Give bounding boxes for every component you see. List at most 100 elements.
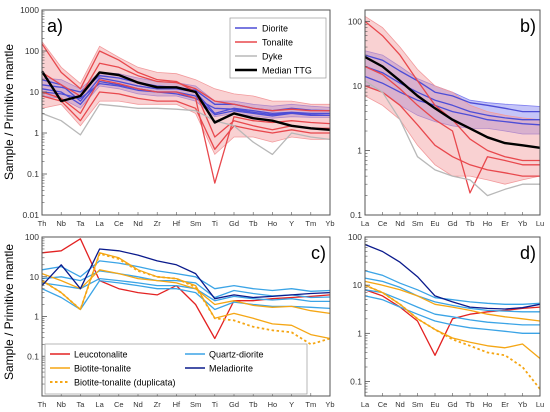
x-tick-label-c-0: Th <box>38 400 47 409</box>
x-tick-label-b-7: Ho <box>483 219 493 228</box>
panel-a: 0.01 0.1 1 10 100 1000 Th Nb Ta La Ce Nd Zr Hf Sm Ti Gd T… <box>20 5 335 228</box>
x-tick-label-d-3: Sm <box>412 400 423 409</box>
y-axis-label-top: Sample / Primitive mantle <box>2 44 16 180</box>
y-tick-label-c-0: 0.1 <box>27 351 39 361</box>
legend-c: Leucotonalite Quartz-diorite Biotite-tonal… <box>44 343 308 395</box>
series-line-d-4 <box>364 295 540 334</box>
x-tick-label-a-11: Tb <box>249 219 258 228</box>
x-tick-label-b-2: Nd <box>395 219 405 228</box>
x-tick-label-b-5: Gd <box>447 219 457 228</box>
y-tick-label-b-3: 100 <box>348 16 362 26</box>
x-tick-label-b-4: Eu <box>430 219 439 228</box>
series-line-d-1 <box>364 270 541 305</box>
series-line-b-0 <box>364 54 540 113</box>
x-tick-label-a-15: Yb <box>325 219 334 228</box>
legend-a: Diorite Tonalite Dyke Median TTG <box>229 17 327 79</box>
legend-label-a-2: Dyke <box>262 52 283 62</box>
legend-label-c-4: Biotite-tonalite (duplicata) <box>74 378 176 388</box>
x-tick-label-b-1: Ce <box>378 219 388 228</box>
series-line-b-1 <box>364 65 540 121</box>
x-tick-label-a-13: Y <box>289 219 294 228</box>
y-tick-label-c-3: 100 <box>25 232 39 242</box>
x-tick-label-d-1: Ce <box>378 400 388 409</box>
x-tick-label-d-7: Ho <box>483 400 493 409</box>
series-line-b-5 <box>364 85 540 177</box>
x-tick-label-d-4: Eu <box>430 400 439 409</box>
legend-label-a-0: Diorite <box>262 24 288 34</box>
x-tick-label-a-7: Hf <box>173 219 181 228</box>
series-line-a-7 <box>41 79 331 184</box>
x-tick-label-d-5: Gd <box>447 400 457 409</box>
x-tick-label-a-12: Ho <box>268 219 278 228</box>
plot-frame-a <box>41 9 331 216</box>
x-tick-label-d-6: Tb <box>466 400 475 409</box>
y-tick-label-b-0: 0.1 <box>350 210 362 220</box>
legend-label-c-1: Quartz-diorite <box>209 350 264 360</box>
x-tick-label-a-6: Zr <box>154 219 162 228</box>
series-line-a-5 <box>41 91 330 150</box>
y-tick-label-a-4: 100 <box>25 46 39 56</box>
x-tick-label-b-0: La <box>361 219 370 228</box>
y-tick-label-d-1: 1 <box>357 328 362 338</box>
x-tick-label-a-14: Tm <box>305 219 316 228</box>
series-line-d-7 <box>364 243 541 310</box>
panel-b: 0.1 1 10 100 La Ce Nd Sm Eu Gd Tb Ho Er Yb Lu b) <box>348 9 544 228</box>
y-tick-label-d-2: 10 <box>353 280 363 290</box>
x-tick-label-c-11: Tb <box>249 400 258 409</box>
legend-label-c-2: Biotite-tonalite <box>74 364 131 374</box>
y-tick-label-d-3: 100 <box>348 232 362 242</box>
x-tick-label-c-5: Nd <box>133 400 143 409</box>
median-ttg-line-b <box>364 55 541 149</box>
series-line-d-0 <box>364 289 541 356</box>
x-tick-label-a-4: Ce <box>114 219 124 228</box>
x-tick-label-c-6: Zr <box>154 400 162 409</box>
x-tick-label-b-6: Tb <box>466 219 475 228</box>
x-tick-label-a-5: Nd <box>133 219 143 228</box>
x-tick-label-c-9: Ti <box>212 400 218 409</box>
y-tick-label-c-2: 10 <box>30 272 40 282</box>
series-line-d-6 <box>364 280 541 322</box>
panel-label-b: b) <box>520 16 536 36</box>
series-line-b-6 <box>364 80 540 197</box>
x-tick-label-a-0: Th <box>38 219 47 228</box>
series-line-a-6 <box>41 62 330 112</box>
y-tick-label-a-0: 0.01 <box>22 210 39 220</box>
x-tick-label-b-3: Sm <box>412 219 423 228</box>
series-line-c-0 <box>41 238 331 340</box>
legend-label-a-3: Median TTG <box>262 66 312 76</box>
x-tick-label-a-3: La <box>95 219 104 228</box>
y-tick-label-b-1: 1 <box>357 145 362 155</box>
panel-c: 0.1 1 10 100 Th Nb Ta La Ce Nd Zr Hf Sm Ti Gd Tb Ho Y Tm Yb… <box>25 232 335 409</box>
series-line-d-2 <box>364 277 540 313</box>
y-tick-label-d-0: 0.1 <box>350 377 362 387</box>
x-tick-label-a-10: Gd <box>229 219 239 228</box>
y-axis-label-bottom: Sample / Primitive mantle <box>2 244 16 380</box>
y-tick-label-a-1: 0.1 <box>27 169 39 179</box>
x-tick-label-b-8: Er <box>501 219 509 228</box>
legend-label-c-0: Leucotonalite <box>74 350 128 360</box>
x-tick-label-c-8: Sm <box>190 400 201 409</box>
legend-box-c <box>44 343 308 395</box>
legend-label-c-3: Meladiorite <box>209 364 253 374</box>
x-tick-label-a-1: Nb <box>56 219 66 228</box>
x-tick-label-c-4: Ce <box>114 400 124 409</box>
series-line-c-6 <box>41 269 331 315</box>
x-tick-label-d-0: La <box>361 400 370 409</box>
x-tick-label-c-3: La <box>95 400 104 409</box>
x-tick-label-d-9: Yb <box>518 400 527 409</box>
series-line-c-7 <box>41 248 331 300</box>
legend-label-a-1: Tonalite <box>262 38 293 48</box>
series-line-d-8 <box>364 284 541 390</box>
series-line-d-3 <box>364 289 540 326</box>
y-tick-label-b-2: 10 <box>353 81 363 91</box>
x-tick-label-b-9: Yb <box>518 219 527 228</box>
panel-label-d: d) <box>520 243 536 263</box>
y-tick-label-a-5: 1000 <box>20 5 39 15</box>
x-tick-label-c-2: Ta <box>76 400 85 409</box>
x-tick-label-c-12: Ho <box>268 400 278 409</box>
median-ttg-line-a <box>40 70 331 131</box>
x-tick-label-c-14: Tm <box>305 400 316 409</box>
x-tick-label-d-2: Nd <box>395 400 405 409</box>
x-tick-label-d-10: Lu <box>536 400 544 409</box>
